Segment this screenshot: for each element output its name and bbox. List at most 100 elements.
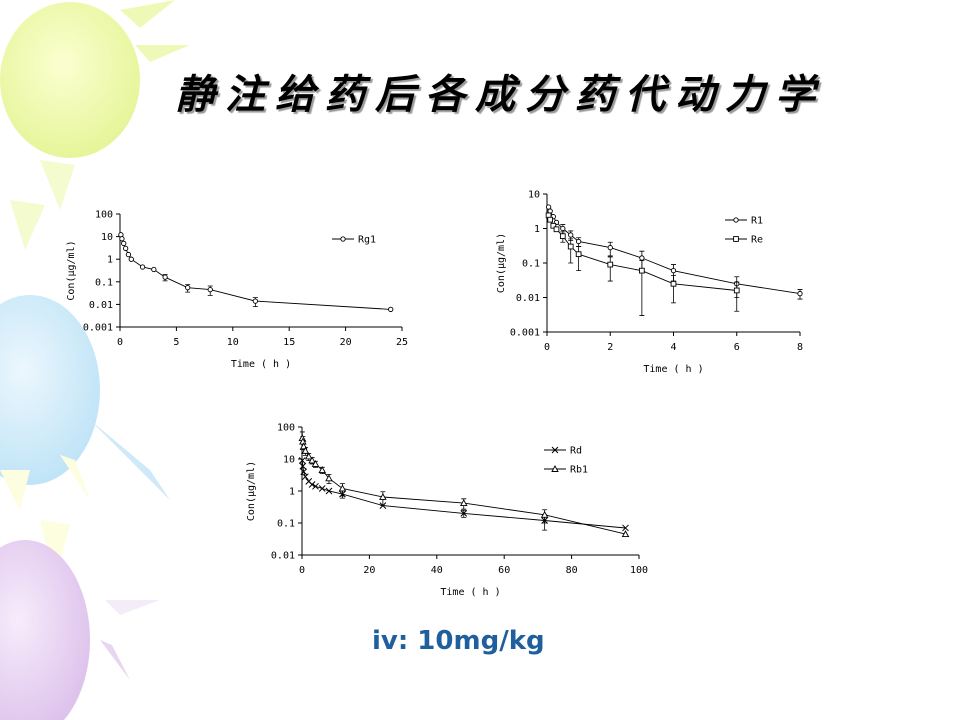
y-tick-label: 0.01 <box>516 293 540 304</box>
data-point <box>207 286 213 293</box>
balloon-yellow <box>0 0 190 250</box>
data-point <box>670 268 677 274</box>
y-tick-label: 100 <box>95 210 113 221</box>
data-point <box>151 266 157 273</box>
data-point <box>311 460 320 467</box>
data-point <box>122 245 129 252</box>
error-bar <box>734 281 740 312</box>
data-point <box>304 452 313 460</box>
data-point <box>540 510 549 518</box>
data-point <box>607 261 614 268</box>
x-tick-label: 15 <box>283 337 295 348</box>
error-bar <box>568 238 574 264</box>
data-point <box>301 446 310 454</box>
data-point <box>308 481 316 488</box>
x-tick-label: 20 <box>363 565 375 576</box>
series-re <box>545 212 740 316</box>
legend-label: Rb1 <box>570 465 588 476</box>
x-tick-label: 25 <box>396 337 408 348</box>
balloon-blue <box>0 295 170 580</box>
x-tick-label: 100 <box>630 565 648 576</box>
series-rb1 <box>298 431 630 538</box>
data-point <box>162 274 168 280</box>
x-tick-label: 4 <box>670 342 676 353</box>
legend-marker <box>733 236 739 242</box>
x-tick-label: 8 <box>797 342 803 353</box>
legend-marker <box>551 465 559 472</box>
data-point <box>460 499 468 507</box>
data-point <box>575 238 582 245</box>
data-point <box>125 251 132 258</box>
data-point <box>567 243 574 250</box>
x-tick-label: 5 <box>173 337 179 348</box>
balloon-purple <box>0 540 160 720</box>
data-point <box>185 285 191 291</box>
y-axis-label: Con(μg/ml) <box>496 233 507 293</box>
legend-label: Rd <box>570 446 582 457</box>
dose-caption: iv: 10mg/kg <box>372 626 545 656</box>
chart-r1-re: 0.001 0.01 0.1 1 10 0 2 4 6 8 Time ( h ) Con(μg/ml)… <box>496 190 803 376</box>
data-point <box>300 468 308 476</box>
data-point <box>119 236 125 242</box>
data-point <box>318 485 326 492</box>
x-tick-label: 40 <box>431 565 443 576</box>
data-point <box>379 493 387 500</box>
y-tick-label: 10 <box>101 232 113 243</box>
y-tick-label: 1 <box>289 487 295 498</box>
data-point <box>559 233 566 240</box>
data-point <box>128 256 134 262</box>
data-point <box>553 226 560 233</box>
y-tick-label: 0.001 <box>510 328 540 339</box>
x-tick-label: 10 <box>227 337 239 348</box>
y-tick-label: 0.01 <box>89 300 113 311</box>
x-tick-label: 0 <box>544 342 550 353</box>
error-bar <box>607 256 613 282</box>
legend-marker <box>340 236 346 242</box>
y-tick-label: 0.1 <box>522 259 540 270</box>
error-bar <box>576 246 582 272</box>
chart-rg1: 0.001 0.01 0.1 1 10 100 0 5 10 15 20 25 Time ( h ) Co… <box>66 210 408 371</box>
x-axis-label: Time ( h ) <box>643 364 703 375</box>
y-tick-label: 0.1 <box>277 519 295 530</box>
data-point <box>460 510 468 517</box>
x-tick-label: 0 <box>117 337 123 348</box>
error-bar <box>671 275 676 304</box>
data-point <box>308 456 316 464</box>
x-tick-label: 6 <box>734 342 740 353</box>
y-tick-label: 1 <box>107 255 113 266</box>
x-axis-label: Time ( h ) <box>440 587 500 598</box>
y-axis-label: Con(μg/ml) <box>246 461 257 521</box>
y-tick-label: 0.001 <box>83 323 113 334</box>
legend-label: Rg1 <box>358 235 376 246</box>
data-point <box>299 462 307 470</box>
legend-marker <box>733 217 739 223</box>
data-point <box>388 306 394 313</box>
y-tick-label: 10 <box>283 455 295 466</box>
y-tick-label: 0.1 <box>95 277 113 288</box>
y-axis-label: Con(μg/ml) <box>66 240 77 300</box>
data-point <box>338 484 347 492</box>
data-point <box>318 466 326 474</box>
data-point <box>312 482 319 490</box>
x-tick-label: 60 <box>498 565 510 576</box>
y-tick-label: 1 <box>534 224 540 235</box>
data-point <box>621 530 630 538</box>
slide-title: 静注给药后各成分药代动力学 <box>175 71 825 118</box>
legend-label: R1 <box>751 216 763 227</box>
x-tick-label: 80 <box>566 565 578 576</box>
x-tick-label: 0 <box>299 565 305 576</box>
data-point <box>639 267 645 274</box>
chart-rd-rb1: 0.01 0.1 1 10 100 0 20 40 60 80 100 Time ( h ) Con(μ… <box>246 423 648 599</box>
y-tick-label: 0.01 <box>271 551 295 562</box>
data-point <box>325 487 333 495</box>
x-tick-label: 2 <box>607 342 613 353</box>
legend-label: Re <box>751 235 763 246</box>
data-point <box>139 264 146 270</box>
data-point <box>121 240 127 247</box>
data-point <box>575 251 582 258</box>
y-tick-label: 100 <box>277 423 295 434</box>
x-tick-label: 20 <box>340 337 352 348</box>
data-point <box>302 473 309 481</box>
series-rd <box>298 457 629 532</box>
